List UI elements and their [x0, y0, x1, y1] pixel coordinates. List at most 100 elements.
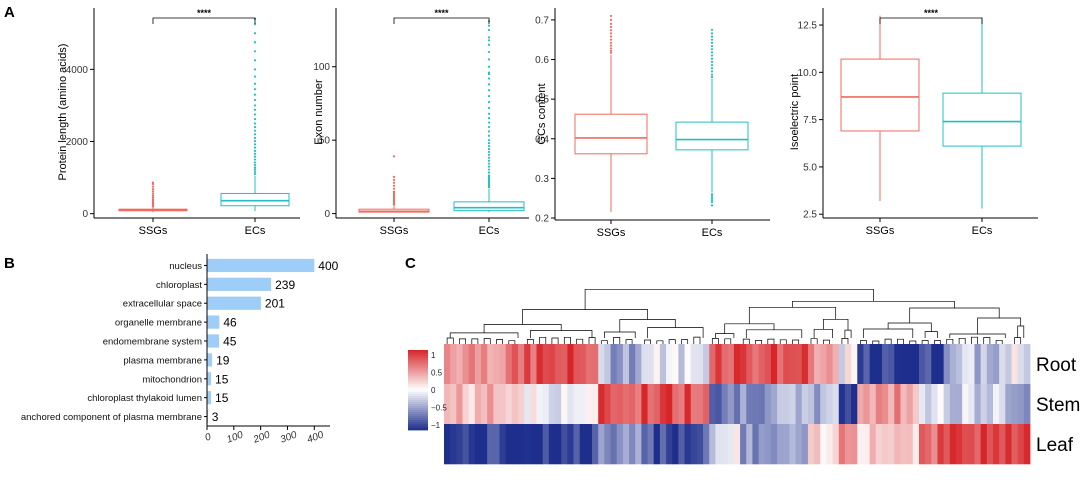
heatmap-cell	[585, 344, 593, 385]
x-tick-label: ECs	[479, 225, 500, 237]
heatmap-cell	[906, 344, 914, 385]
heatmap-cell	[548, 344, 556, 385]
heatmap-cell	[844, 384, 852, 425]
heatmap-cell	[838, 424, 846, 465]
y-tick-label: 50	[319, 136, 331, 147]
dendrogram-branch	[508, 340, 516, 344]
heatmap-cell	[764, 424, 772, 465]
row-label-root: Root	[1036, 355, 1077, 376]
heatmap-cell	[487, 424, 494, 465]
heatmap-cell	[795, 384, 803, 425]
outlier-point	[253, 68, 257, 71]
category-label: mitochondrion	[142, 374, 202, 385]
dendrogram-branch	[576, 338, 584, 344]
heatmap-cell	[555, 424, 562, 465]
colorbar-segment	[408, 390, 428, 393]
heatmap-cell	[709, 384, 716, 425]
heatmap-cell	[758, 424, 766, 465]
bar	[207, 258, 315, 273]
heatmap-cell	[462, 424, 470, 465]
y-axis-label: Exon number	[313, 79, 325, 145]
heatmap-cell	[733, 344, 741, 385]
colorbar-segment	[408, 376, 428, 379]
heatmap-cell	[746, 344, 753, 385]
dendrogram-branch	[539, 336, 547, 344]
dendrogram-branch	[958, 337, 966, 344]
heatmap-cell	[1005, 344, 1012, 385]
outlier-point	[151, 194, 155, 197]
outlier-point	[609, 25, 613, 29]
outlier-point	[487, 43, 491, 46]
heatmap-cell	[807, 384, 815, 425]
heatmap-cell	[493, 384, 500, 425]
outlier-point	[253, 41, 257, 44]
dendrogram-branch	[779, 339, 787, 344]
heatmap-cell	[838, 384, 846, 425]
outlier-point	[151, 188, 155, 191]
dendrogram-branch	[909, 340, 917, 344]
outlier-point	[392, 178, 396, 181]
dendrogram-branch	[715, 333, 735, 338]
bar-value-label: 15	[215, 391, 229, 405]
heatmap-cell	[795, 344, 803, 385]
heatmap-cell	[653, 384, 661, 425]
heatmap-cell	[1023, 424, 1031, 465]
outlier-point	[487, 168, 491, 171]
heatmap-cell	[906, 424, 914, 465]
heatmap-cell	[456, 424, 463, 465]
y-tick-label: 0	[82, 209, 88, 220]
heatmap-cell	[900, 384, 908, 425]
heatmap-cell	[918, 384, 926, 425]
heatmap-cell	[653, 424, 661, 465]
heatmap-cell	[857, 424, 864, 465]
outlier-point	[253, 155, 257, 158]
outlier-point	[392, 181, 396, 184]
outlier-point	[609, 29, 613, 32]
outlier-point	[487, 100, 491, 104]
dendrogram-branch	[563, 336, 571, 344]
heatmap-cell	[444, 384, 451, 425]
heatmap-cell	[715, 384, 722, 425]
dendrogram-branch	[924, 331, 938, 338]
colorbar-segment	[408, 350, 428, 353]
heatmap-cell	[962, 384, 969, 425]
outlier-point	[609, 47, 613, 50]
outlier-point	[253, 146, 257, 149]
heatmap-cell	[875, 424, 883, 465]
outlier-point	[710, 35, 714, 38]
bar	[207, 315, 220, 329]
heatmap-cell	[986, 344, 994, 385]
heatmap-cell	[456, 344, 463, 385]
heatmap-cell	[826, 344, 834, 385]
heatmap-cell	[1005, 384, 1012, 425]
heatmap-cell	[955, 384, 963, 425]
bar	[207, 334, 220, 348]
outlier-point	[487, 106, 491, 109]
outlier-point	[487, 144, 491, 148]
dendrogram-branch	[810, 338, 818, 344]
heatmap-cell	[943, 344, 951, 385]
heatmap-cell	[832, 384, 840, 425]
colorbar-segment	[408, 410, 428, 413]
dendrogram-branch	[724, 338, 732, 344]
heatmap-cell	[801, 344, 809, 385]
heatmap-cell	[622, 344, 630, 385]
heatmap-cell	[592, 344, 599, 385]
heatmap-cell	[980, 344, 988, 385]
y-tick-label: 0.4	[535, 134, 549, 145]
heatmap-cell	[968, 384, 975, 425]
heatmap-cell	[777, 384, 784, 425]
heatmap-cell	[1017, 384, 1025, 425]
heatmap-cell	[814, 344, 821, 385]
dendrogram-branch	[884, 338, 892, 344]
heatmap-cell	[894, 384, 901, 425]
heatmap-cell	[1011, 384, 1019, 425]
y-tick-label: 4000	[66, 65, 89, 76]
column-dendrogram	[446, 288, 1025, 344]
heatmap-cell	[548, 384, 556, 425]
colorbar-segment	[408, 384, 428, 387]
dendrogram-branch	[745, 329, 803, 338]
outlier-point	[710, 197, 714, 200]
heatmap-cell	[881, 344, 889, 385]
heatmap-cell	[511, 344, 519, 385]
